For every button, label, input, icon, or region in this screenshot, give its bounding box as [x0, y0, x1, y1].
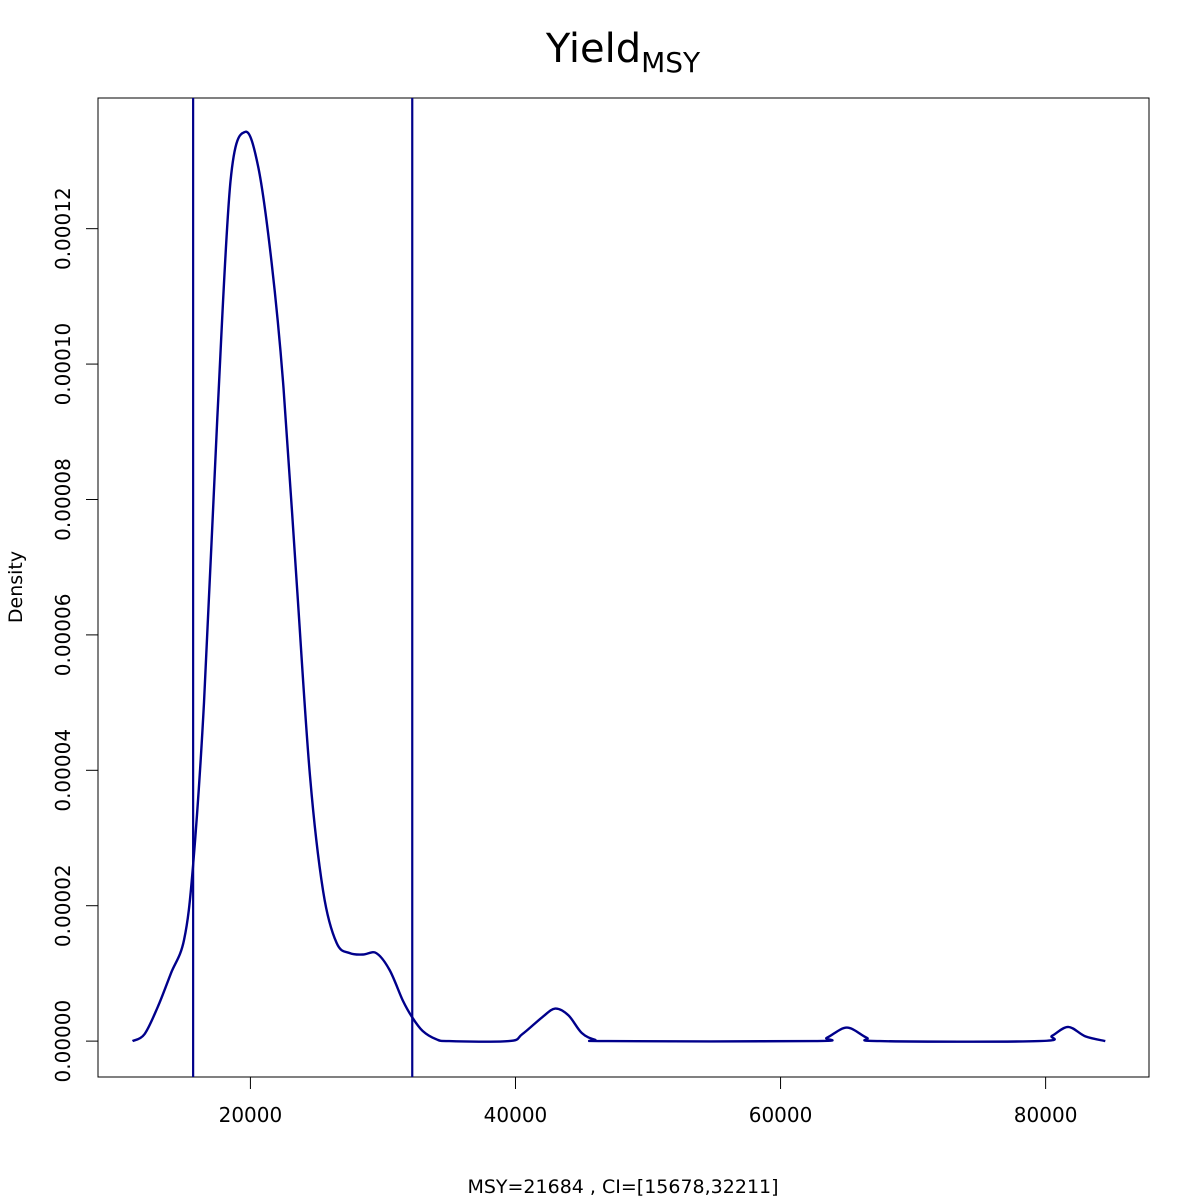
- x-axis-label: MSY=21684 , CI=[15678,32211]: [467, 1176, 778, 1198]
- y-tick-label: 0.00006: [51, 594, 75, 677]
- y-tick-label: 0.00010: [51, 323, 75, 406]
- plot-frame: [97, 97, 1150, 1078]
- chart-title-subscript: MSY: [641, 46, 701, 79]
- y-tick-label: 0.00002: [51, 864, 75, 947]
- x-tick-label: 60000: [749, 1103, 813, 1127]
- y-tick-label: 0.00012: [51, 187, 75, 270]
- y-axis-label: Density: [5, 551, 27, 623]
- y-tick-label: 0.00004: [51, 729, 75, 812]
- x-tick-label: 80000: [1014, 1103, 1078, 1127]
- density-curve: [131, 130, 1106, 1043]
- chart-title: Yield: [545, 26, 641, 72]
- y-tick-label: 0.00008: [51, 458, 75, 541]
- x-tick-label: 20000: [219, 1103, 283, 1127]
- x-tick-label: 40000: [484, 1103, 548, 1127]
- plot-title: YieldMSY: [545, 26, 701, 79]
- plot-area: 20000 40000 60000 80000 0.00000 0.00002 0.0000…: [51, 97, 1150, 1127]
- svg-text:YieldMSY: YieldMSY: [545, 26, 701, 79]
- y-tick-label: 0.00000: [51, 1000, 75, 1083]
